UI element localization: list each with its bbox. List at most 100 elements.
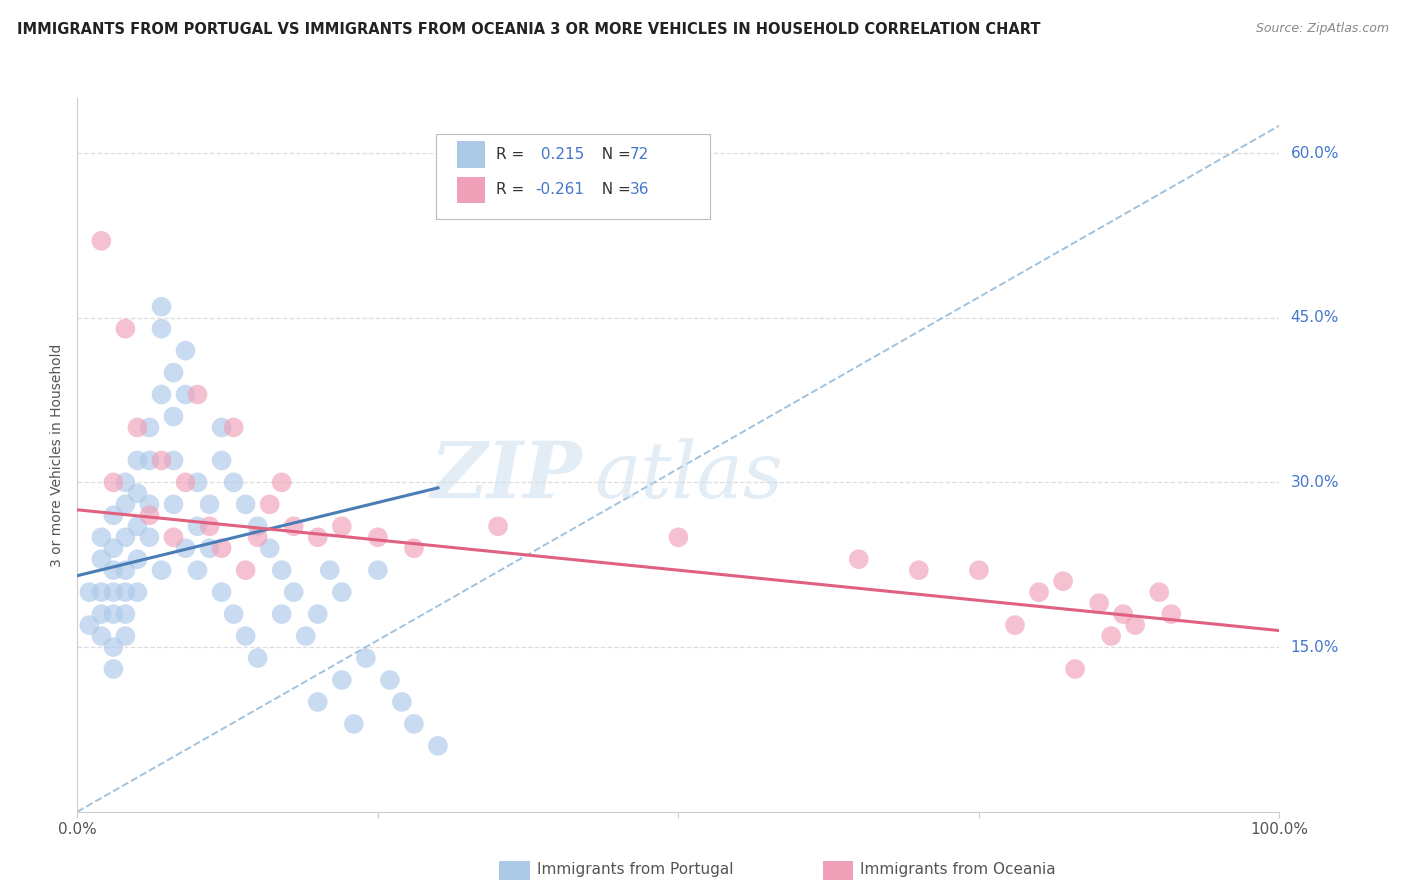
Point xyxy=(90,530,112,544)
Point xyxy=(378,673,401,687)
Point xyxy=(150,563,173,577)
Point xyxy=(90,234,112,248)
Point xyxy=(343,717,366,731)
Point xyxy=(127,420,149,434)
Point xyxy=(222,475,245,490)
Point xyxy=(103,563,125,577)
Point xyxy=(259,541,281,556)
Point xyxy=(103,475,125,490)
Point xyxy=(186,563,209,577)
Text: 0.215: 0.215 xyxy=(536,147,583,161)
Point xyxy=(908,563,931,577)
Point xyxy=(90,629,112,643)
Text: R =: R = xyxy=(496,183,530,197)
Text: 15.0%: 15.0% xyxy=(1291,640,1339,655)
Point xyxy=(198,541,221,556)
Point xyxy=(668,530,690,544)
Point xyxy=(1052,574,1074,589)
Point xyxy=(211,585,233,599)
Point xyxy=(1112,607,1135,621)
Text: 72: 72 xyxy=(630,147,650,161)
Point xyxy=(1149,585,1171,599)
Point xyxy=(211,541,233,556)
Point xyxy=(90,552,112,566)
Text: ZIP: ZIP xyxy=(430,438,582,515)
Point xyxy=(138,453,160,467)
Point xyxy=(103,508,125,523)
Text: N =: N = xyxy=(592,147,636,161)
Point xyxy=(1099,629,1122,643)
Y-axis label: 3 or more Vehicles in Household: 3 or more Vehicles in Household xyxy=(51,343,65,566)
Text: 30.0%: 30.0% xyxy=(1291,475,1339,490)
Point xyxy=(270,607,292,621)
Point xyxy=(186,387,209,401)
Point xyxy=(402,717,425,731)
Point xyxy=(174,475,197,490)
Point xyxy=(174,387,197,401)
Point xyxy=(114,497,136,511)
Point xyxy=(354,651,377,665)
Text: IMMIGRANTS FROM PORTUGAL VS IMMIGRANTS FROM OCEANIA 3 OR MORE VEHICLES IN HOUSEH: IMMIGRANTS FROM PORTUGAL VS IMMIGRANTS F… xyxy=(17,22,1040,37)
Point xyxy=(103,640,125,654)
Point xyxy=(222,420,245,434)
Point xyxy=(1160,607,1182,621)
Point xyxy=(127,486,149,500)
Point xyxy=(1088,596,1111,610)
Point xyxy=(138,420,160,434)
Point xyxy=(1064,662,1087,676)
Point xyxy=(330,519,353,533)
Point xyxy=(235,629,257,643)
Point xyxy=(1028,585,1050,599)
Point xyxy=(283,585,305,599)
Point xyxy=(1123,618,1146,632)
Point xyxy=(103,662,125,676)
Point xyxy=(127,519,149,533)
Point xyxy=(235,497,257,511)
Point xyxy=(103,585,125,599)
Text: atlas: atlas xyxy=(595,438,783,515)
Point xyxy=(103,607,125,621)
Point xyxy=(114,530,136,544)
Point xyxy=(246,651,269,665)
Point xyxy=(186,519,209,533)
Point xyxy=(174,343,197,358)
Point xyxy=(211,453,233,467)
Point xyxy=(391,695,413,709)
Point xyxy=(150,453,173,467)
Point xyxy=(259,497,281,511)
Point xyxy=(402,541,425,556)
Point xyxy=(162,409,184,424)
Point xyxy=(283,519,305,533)
Text: 36: 36 xyxy=(630,183,650,197)
Point xyxy=(330,585,353,599)
Point xyxy=(114,629,136,643)
Point xyxy=(114,585,136,599)
Point xyxy=(1004,618,1026,632)
Point xyxy=(174,541,197,556)
Point xyxy=(79,585,101,599)
Point xyxy=(162,530,184,544)
Point xyxy=(967,563,990,577)
Point xyxy=(79,618,101,632)
Text: Immigrants from Oceania: Immigrants from Oceania xyxy=(860,863,1056,877)
Point xyxy=(127,585,149,599)
Point xyxy=(138,508,160,523)
Point xyxy=(162,453,184,467)
Text: Immigrants from Portugal: Immigrants from Portugal xyxy=(537,863,734,877)
Point xyxy=(90,607,112,621)
Point xyxy=(103,541,125,556)
Point xyxy=(235,563,257,577)
Point xyxy=(114,321,136,335)
Point xyxy=(486,519,509,533)
Text: -0.261: -0.261 xyxy=(536,183,585,197)
Point xyxy=(114,475,136,490)
Point xyxy=(270,563,292,577)
Point xyxy=(222,607,245,621)
Point xyxy=(367,563,389,577)
Point xyxy=(186,475,209,490)
Text: R =: R = xyxy=(496,147,530,161)
Text: Source: ZipAtlas.com: Source: ZipAtlas.com xyxy=(1256,22,1389,36)
Point xyxy=(848,552,870,566)
Point xyxy=(150,387,173,401)
Point xyxy=(150,300,173,314)
